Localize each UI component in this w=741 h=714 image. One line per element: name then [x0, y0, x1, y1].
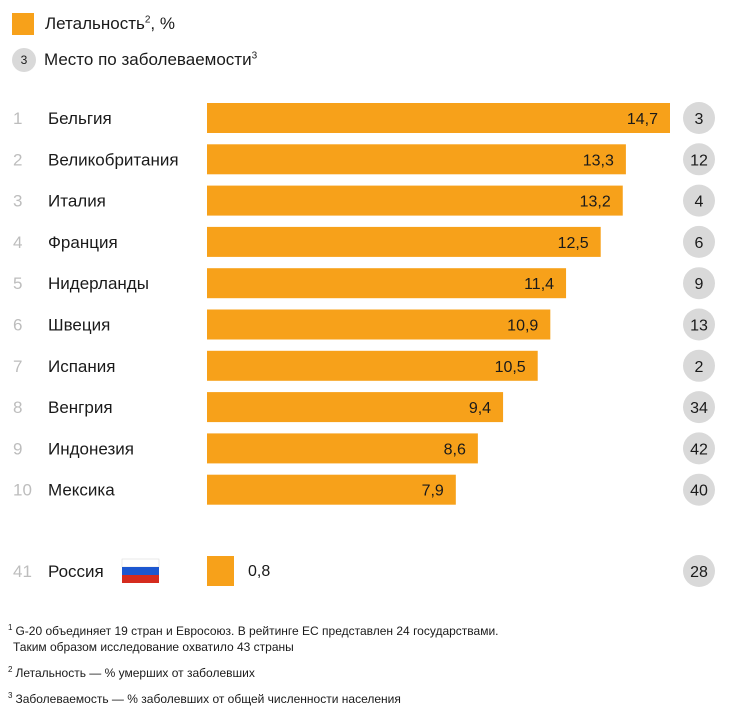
- rank-position: 6: [13, 316, 22, 335]
- country-label: Нидерланды: [48, 274, 149, 293]
- country-label: Швеция: [48, 316, 110, 335]
- rank-position: 5: [13, 274, 22, 293]
- morbidity-rank-label: 12: [690, 152, 708, 169]
- value-label: 0,8: [248, 563, 270, 580]
- morbidity-rank-circle: [683, 267, 715, 300]
- footnotes: 1 G-20 объединяет 19 стран и Евросоюз. В …: [8, 620, 499, 714]
- country-label: Венгрия: [48, 398, 113, 417]
- value-label: 11,4: [524, 276, 554, 293]
- lethality-bar: [207, 185, 623, 216]
- country-label: Индонезия: [48, 439, 134, 458]
- morbidity-rank-label: 2: [695, 359, 704, 376]
- country-label: Бельгия: [48, 109, 112, 128]
- lethality-bar: [207, 144, 626, 175]
- morbidity-rank-label: 4: [695, 194, 704, 211]
- value-label: 8,6: [444, 441, 466, 458]
- rank-position: 41: [13, 562, 32, 581]
- footnote-1: 1 G-20 объединяет 19 стран и Евросоюз. В …: [8, 623, 499, 654]
- legend-rank-label: Место по заболеваемости3: [44, 50, 258, 69]
- morbidity-rank-label: 34: [690, 400, 708, 417]
- morbidity-rank-label: 28: [690, 564, 708, 581]
- morbidity-rank-circle: [683, 225, 715, 258]
- morbidity-rank-circle: [683, 308, 715, 341]
- rank-position: 2: [13, 150, 22, 169]
- value-label: 10,5: [495, 359, 526, 376]
- country-label: Россия: [48, 562, 104, 581]
- rank-position: 4: [13, 233, 22, 252]
- country-label: Италия: [48, 192, 106, 211]
- footnote-3: 3 Заболеваемость — % заболевших от общей …: [8, 691, 401, 706]
- legend-lethality-label: Летальность2, %: [45, 14, 175, 33]
- rank-position: 9: [13, 439, 22, 458]
- value-label: 9,4: [469, 400, 491, 417]
- morbidity-rank-label: 40: [690, 483, 708, 500]
- rank-position: 8: [13, 398, 22, 417]
- legend-swatch-lethality: [12, 13, 34, 35]
- russia-flag-icon: [121, 558, 160, 568]
- morbidity-rank-circle: [683, 555, 715, 587]
- legend-lethality: Летальность2, %: [12, 13, 175, 35]
- country-label: Испания: [48, 357, 115, 376]
- lethality-bar: [207, 268, 567, 299]
- morbidity-rank-label: 42: [690, 441, 708, 458]
- morbidity-rank-label: 9: [695, 276, 704, 293]
- lethality-bar: [207, 474, 456, 505]
- russia-flag-blue-stripe: [122, 567, 159, 575]
- rank-position: 1: [13, 109, 22, 128]
- morbidity-rank-circle: [683, 143, 715, 176]
- country-label: Мексика: [48, 481, 115, 500]
- lethality-bar-chart: 1 Бельгия 14,7 3 2 Великобритания 13,3 12 3 Итали…: [13, 102, 715, 587]
- country-label: Великобритания: [48, 150, 179, 169]
- legend-rank-circle: 3: [12, 48, 36, 72]
- morbidity-rank-circle: [683, 432, 715, 465]
- morbidity-rank-circle: [683, 391, 715, 424]
- lethality-bar: [207, 556, 234, 586]
- morbidity-rank-label: 3: [695, 111, 704, 128]
- lethality-bar: [207, 350, 538, 381]
- lethality-bar: [207, 433, 478, 464]
- legend-rank: 3 Место по заболеваемости3: [12, 48, 257, 72]
- lethality-bar: [207, 226, 601, 257]
- morbidity-rank-label: 6: [695, 235, 704, 252]
- rank-position: 7: [13, 357, 22, 376]
- morbidity-rank-circle: [683, 102, 715, 134]
- morbidity-rank-label: 13: [690, 318, 708, 335]
- rank-position: 3: [13, 192, 22, 211]
- footnote-2: 2 Летальность — % умерших от заболевших: [8, 665, 255, 680]
- value-label: 10,9: [507, 318, 538, 335]
- lethality-bar: [207, 392, 504, 423]
- value-label: 12,5: [558, 235, 589, 252]
- value-label: 13,3: [583, 152, 614, 169]
- value-label: 13,2: [580, 194, 611, 211]
- russia-flag-red-stripe: [122, 575, 159, 583]
- lethality-bar: [207, 103, 670, 133]
- value-label: 7,9: [422, 483, 444, 500]
- morbidity-rank-circle: [683, 349, 715, 382]
- lethality-bar: [207, 309, 551, 340]
- morbidity-rank-circle: [683, 184, 715, 217]
- morbidity-rank-circle: [683, 473, 715, 506]
- rank-position: 10: [13, 481, 32, 500]
- value-label: 14,7: [627, 111, 658, 128]
- country-label: Франция: [48, 233, 118, 252]
